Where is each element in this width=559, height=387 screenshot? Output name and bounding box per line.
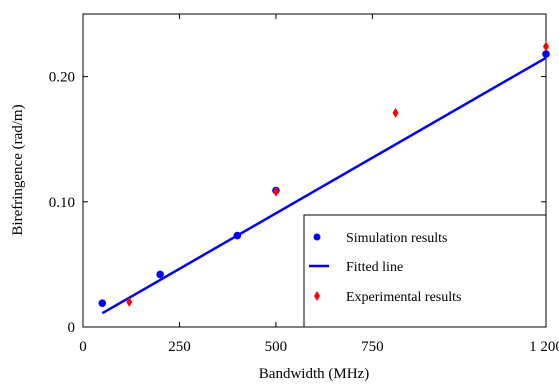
legend-box xyxy=(303,214,547,328)
point-simulation-results xyxy=(98,299,107,308)
y-tick-label: 0.10 xyxy=(49,195,75,211)
legend-experimental-marker xyxy=(314,291,320,301)
y-tick-label: 0 xyxy=(68,320,76,336)
point-experimental-results xyxy=(272,186,279,197)
x-axis-label: Bandwidth (MHz) xyxy=(259,366,369,382)
x-tick-label: 750 xyxy=(361,339,384,355)
legend-simulation-label: Simulation results xyxy=(346,231,448,246)
point-simulation-results xyxy=(156,270,164,279)
x-axis-ticks: 0 250 500 750 1 200 xyxy=(79,14,559,355)
x-tick-label: 1 200 xyxy=(529,339,559,355)
legend-experimental-label: Experimental results xyxy=(346,290,461,305)
point-experimental-results xyxy=(543,41,549,52)
series-fitted-line xyxy=(101,56,547,315)
series-layer xyxy=(98,41,550,315)
y-axis-ticks: 0 0.10 0.20 xyxy=(49,70,546,336)
point-experimental-results xyxy=(392,107,399,118)
legend-fitted-label: Fitted line xyxy=(346,260,403,275)
x-tick-label: 500 xyxy=(265,339,288,355)
legend-simulation-marker xyxy=(313,233,321,241)
x-tick-label: 250 xyxy=(168,339,191,355)
y-tick-label: 0.20 xyxy=(49,70,75,86)
point-simulation-results xyxy=(233,231,242,240)
legend: Simulation results Fitted line Experimen… xyxy=(303,214,547,328)
point-experimental-results xyxy=(126,296,133,307)
point-simulation-results xyxy=(542,50,550,58)
x-tick-label: 0 xyxy=(79,339,87,355)
y-axis-label: Birefringence (rad/m) xyxy=(10,104,26,235)
